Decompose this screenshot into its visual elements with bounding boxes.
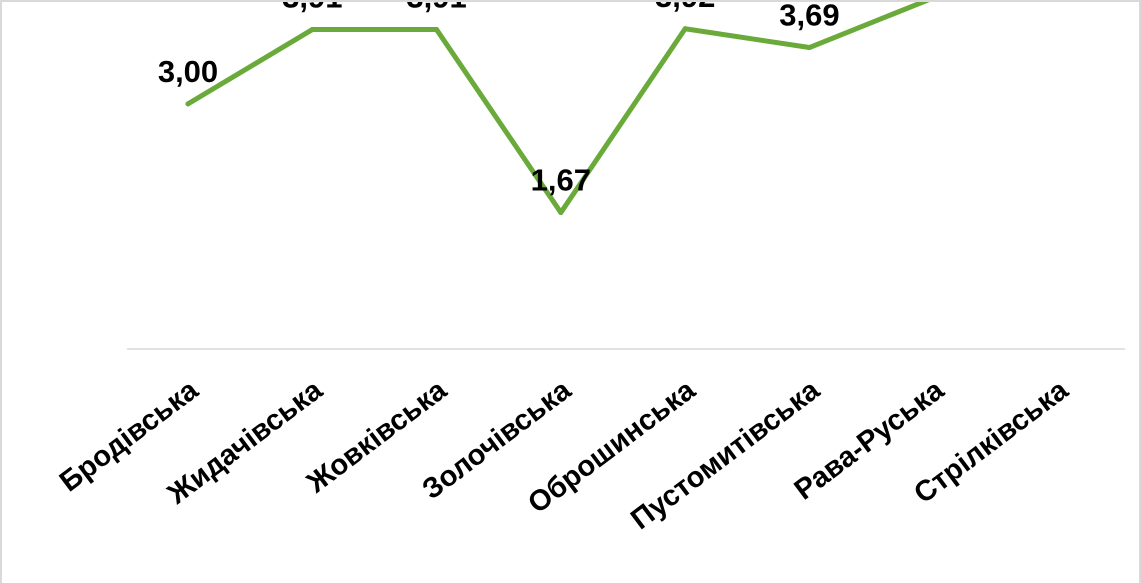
data-points: [185, 26, 812, 216]
data-label: 3,92: [655, 2, 715, 14]
data-label: 3,91: [406, 2, 466, 15]
data-point: [806, 45, 812, 51]
data-point: [558, 210, 564, 216]
data-label: 3,91: [282, 2, 342, 15]
data-label: 1,67: [531, 163, 591, 198]
series-line: [185, 2, 930, 216]
data-labels: 3,003,913,911,673,923,694,304,45: [158, 2, 840, 198]
x-tick-labels: БродівськаЖидачівськаЖовківськаЗолочівсь…: [54, 374, 1075, 537]
data-point: [309, 27, 315, 33]
data-label: 3,00: [158, 54, 218, 89]
data-point: [682, 26, 688, 32]
data-point: [185, 101, 191, 107]
data-point: [434, 27, 440, 33]
data-label: 3,69: [779, 2, 839, 33]
